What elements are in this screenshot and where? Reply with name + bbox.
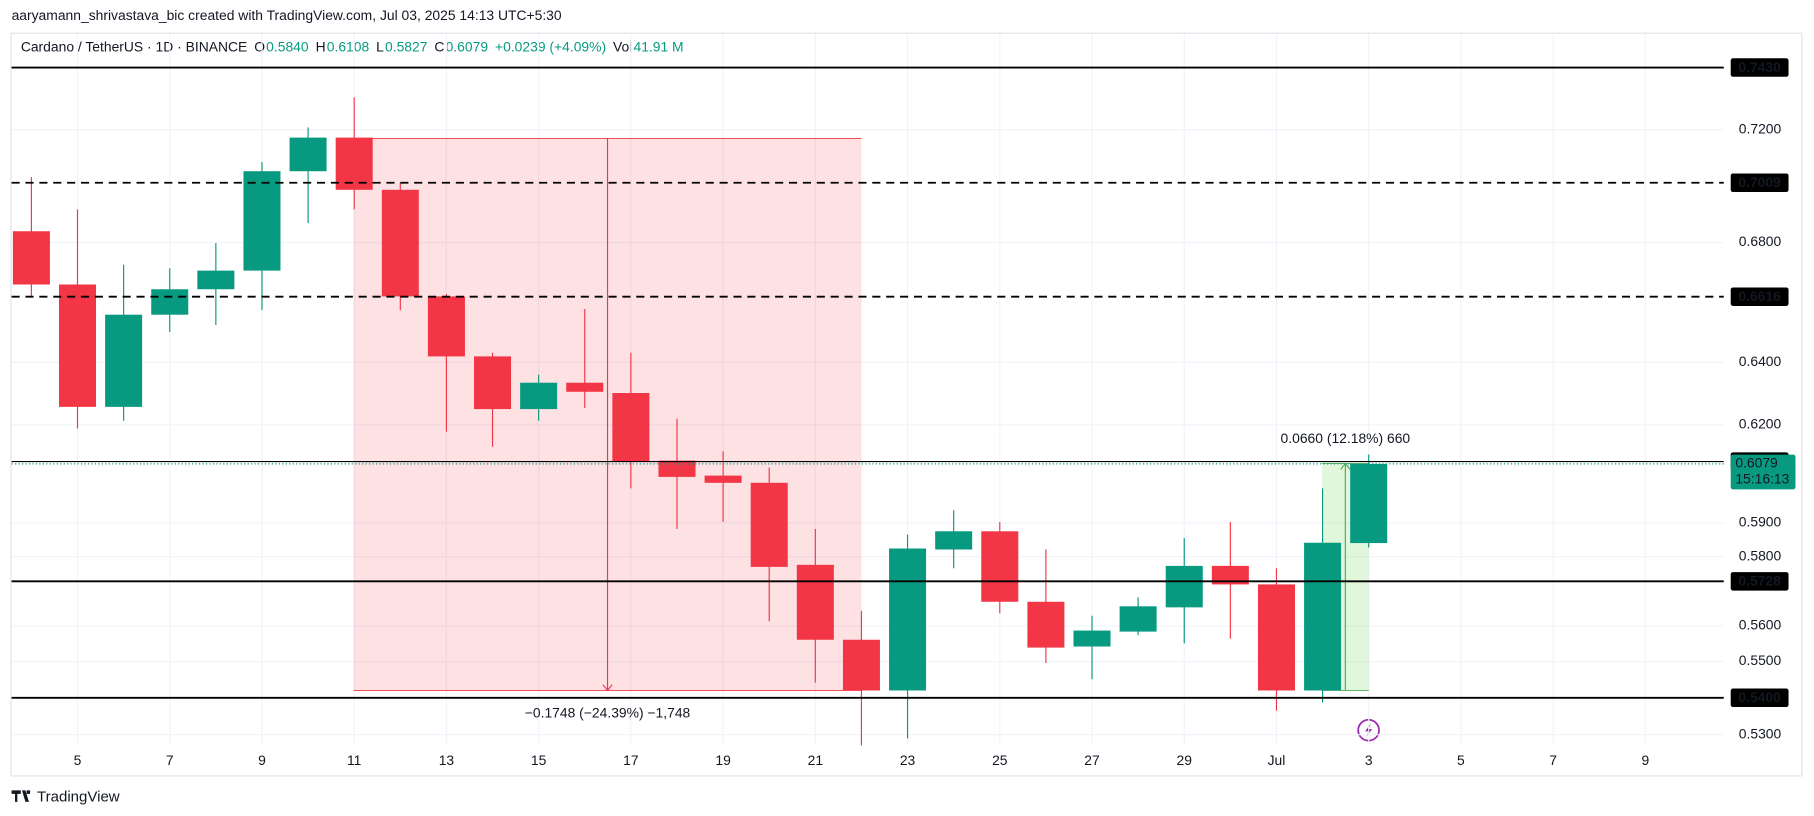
candle-body bbox=[935, 531, 973, 550]
x-tick-label: Jul bbox=[1268, 752, 1286, 768]
x-tick-label: 7 bbox=[1549, 752, 1557, 768]
level-label: 0.5400 bbox=[1738, 689, 1781, 705]
candle-body bbox=[1257, 584, 1295, 691]
y-tick-label: 0.5900 bbox=[1739, 514, 1782, 530]
level-tag bbox=[1730, 58, 1789, 77]
candle-body bbox=[243, 171, 281, 271]
x-tick-label: 11 bbox=[347, 752, 362, 768]
watermark: aaryamann_shrivastava_bic created with T… bbox=[12, 7, 562, 23]
candle-body bbox=[105, 314, 143, 407]
x-tick-label: 29 bbox=[1177, 752, 1193, 768]
candle-body bbox=[59, 284, 97, 407]
candle-body bbox=[289, 137, 327, 172]
x-tick-label: 25 bbox=[992, 752, 1008, 768]
x-tick-label: 3 bbox=[1365, 752, 1373, 768]
candle-body bbox=[1165, 565, 1203, 608]
x-tick-label: 15 bbox=[531, 752, 547, 768]
levels: 0.74300.70090.66160.60860.57280.54000.60… bbox=[11, 58, 1796, 708]
x-tick-label: 9 bbox=[1642, 752, 1650, 768]
footer-logo: TradingView bbox=[11, 788, 120, 805]
x-tick-label: 23 bbox=[900, 752, 916, 768]
legend: Cardano / TetherUS · 1D · BINANCE O0.5840… bbox=[21, 38, 684, 54]
candle-body bbox=[1350, 463, 1388, 544]
x-tick-label: 27 bbox=[1084, 752, 1100, 768]
legend-value: 0.6108 bbox=[327, 38, 370, 54]
y-tick-label: 0.5600 bbox=[1739, 617, 1782, 633]
x-tick-label: 9 bbox=[258, 752, 266, 768]
measure-label: −0.1748 (−24.39%) −1,748 bbox=[525, 704, 691, 720]
x-tick-label: 21 bbox=[808, 752, 824, 768]
y-tick-label: 0.6400 bbox=[1739, 353, 1782, 369]
x-tick-label: 5 bbox=[1457, 752, 1465, 768]
legend-value: 0.5840 bbox=[266, 38, 309, 54]
legend-key: C bbox=[434, 38, 444, 54]
grid bbox=[11, 33, 1724, 746]
level-tag bbox=[1730, 287, 1789, 306]
x-tick-label: 13 bbox=[439, 752, 455, 768]
legend-value: 0.5827 bbox=[385, 38, 428, 54]
candle-body bbox=[474, 356, 512, 410]
symbol: Cardano / TetherUS · 1D · BINANCE bbox=[21, 38, 247, 54]
candle-body bbox=[1073, 630, 1111, 647]
candle-body bbox=[12, 231, 50, 285]
y-tick-label: 0.7200 bbox=[1739, 120, 1782, 136]
y-tick-label: 0.5300 bbox=[1739, 725, 1782, 741]
candle-body bbox=[335, 137, 373, 190]
y-tick-label: 0.6800 bbox=[1739, 233, 1782, 249]
candle-body bbox=[796, 564, 834, 640]
candle-body bbox=[381, 189, 419, 297]
candle-body bbox=[197, 270, 235, 290]
legend-value: 0.6079 bbox=[446, 38, 489, 54]
legend-value: +0.0239 (+4.09%) bbox=[495, 38, 606, 54]
candle-body bbox=[151, 289, 189, 315]
candle-body bbox=[520, 382, 558, 410]
x-tick-label: 17 bbox=[623, 752, 639, 768]
candle-body bbox=[889, 548, 927, 691]
legend-value: 41.91 M bbox=[633, 38, 683, 54]
y-tick-label: 0.6200 bbox=[1739, 416, 1782, 432]
candle-body bbox=[427, 296, 465, 357]
measure-arrowhead bbox=[602, 684, 613, 692]
level-tag bbox=[1730, 688, 1789, 708]
level-label: 0.7430 bbox=[1738, 59, 1781, 75]
last-price-tag bbox=[1730, 454, 1796, 490]
candle-body bbox=[981, 531, 1019, 602]
candle-body bbox=[842, 639, 880, 691]
last-price-label: 0.6079 bbox=[1735, 455, 1778, 471]
legend-key: Vol bbox=[613, 38, 632, 54]
candle-body bbox=[658, 460, 696, 477]
x-tick-label: 5 bbox=[74, 752, 82, 768]
candle-body bbox=[566, 382, 604, 392]
candle-body bbox=[1119, 606, 1157, 632]
candle-body bbox=[1027, 601, 1065, 648]
candle-body bbox=[1211, 565, 1249, 585]
level-label: 0.7009 bbox=[1738, 174, 1781, 190]
legend-key: O bbox=[254, 38, 265, 54]
brand: TradingView bbox=[37, 788, 120, 805]
logo-mark bbox=[11, 790, 31, 802]
level-label: 0.6616 bbox=[1738, 288, 1781, 304]
candle-body bbox=[750, 482, 788, 567]
level-label: 0.5728 bbox=[1738, 573, 1781, 589]
candle-body bbox=[704, 475, 742, 483]
candle-body bbox=[612, 393, 650, 462]
legend-key: H bbox=[316, 38, 326, 54]
measure-label: 0.0660 (12.18%) 660 bbox=[1281, 430, 1411, 446]
chart-frame bbox=[10, 32, 1803, 777]
level-tag bbox=[1730, 572, 1789, 591]
legend-key: L bbox=[376, 38, 384, 54]
x-tick-label: 19 bbox=[715, 752, 731, 768]
countdown-label: 15:16:13 bbox=[1735, 471, 1789, 487]
y-tick-label: 0.5800 bbox=[1739, 547, 1782, 563]
y-tick-label: 0.5500 bbox=[1739, 652, 1782, 668]
candles bbox=[12, 97, 1388, 746]
x-tick-label: 7 bbox=[166, 752, 174, 768]
candle-body bbox=[1304, 542, 1342, 691]
measures bbox=[353, 137, 1369, 692]
level-tag bbox=[1730, 173, 1789, 192]
